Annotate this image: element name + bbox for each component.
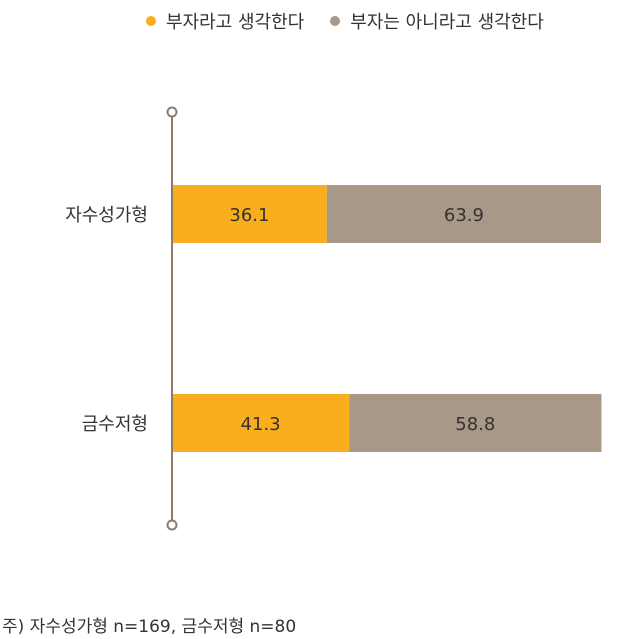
category-label-0: 자수성가형 [65, 205, 148, 226]
bar-0-series-1 [326, 185, 601, 243]
data-label-0-series-0: 36.1 [229, 205, 269, 226]
bar-1-series-0 [172, 394, 350, 452]
category-label-1: 금수저형 [82, 414, 148, 435]
data-label-1-series-0: 41.3 [241, 414, 281, 435]
legend-item-rich: 부자라고 생각한다 [146, 8, 304, 34]
stacked-bar-chart: 36.1 63.9 자수성가형 41.3 58.8 금수저형 [65, 106, 602, 531]
legend-swatch-not-rich [330, 16, 341, 26]
axis-cap-bottom [166, 519, 178, 531]
data-label-1-series-1: 58.8 [455, 414, 495, 435]
data-label-0-series-1: 63.9 [444, 205, 484, 226]
legend-swatch-rich [146, 16, 156, 26]
legend-item-not-rich: 부자는 아니라고 생각한다 [330, 8, 544, 34]
legend-label-not-rich: 부자는 아니라고 생각한다 [350, 12, 544, 33]
footnote: 주) 자수성가형 n=169, 금수저형 n=80 [2, 617, 297, 637]
legend-label-rich: 부자라고 생각한다 [166, 12, 305, 33]
bar-1-series-1 [349, 394, 602, 452]
bar-0-series-0 [172, 185, 327, 243]
chart-legend: 부자라고 생각한다 부자는 아니라고 생각한다 [146, 8, 544, 34]
axis-cap-top [166, 106, 178, 118]
